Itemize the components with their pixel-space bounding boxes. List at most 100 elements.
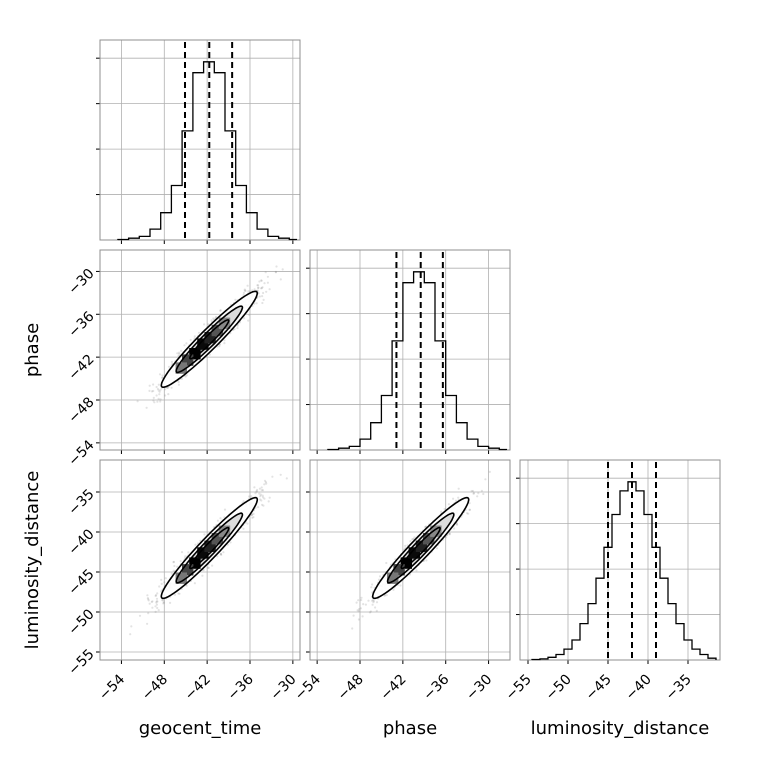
sample-point — [185, 342, 188, 345]
sample-point — [158, 585, 161, 588]
y-axis-label-phase: phase — [22, 323, 43, 377]
contour-line — [175, 305, 244, 374]
sample-point — [476, 495, 479, 498]
sample-point — [156, 387, 159, 391]
sample-point — [145, 406, 148, 409]
x-tick-label: −54 — [96, 671, 128, 703]
sample-point — [259, 495, 262, 498]
hist-panel-phase — [306, 249, 511, 454]
density-cell — [189, 348, 201, 360]
sample-point — [172, 560, 175, 564]
sample-point — [415, 569, 418, 572]
contour-line — [189, 526, 230, 570]
sample-point — [261, 286, 264, 289]
sample-point — [162, 600, 165, 603]
sample-point — [194, 543, 197, 546]
sample-point — [260, 279, 263, 282]
sample-point — [158, 390, 161, 393]
sample-point — [218, 345, 221, 348]
x-tick-label: −35 — [663, 672, 695, 704]
sample-point — [409, 540, 412, 543]
density-cell — [218, 317, 231, 329]
sample-point — [219, 552, 222, 556]
sample-point — [233, 328, 236, 331]
density-cell — [211, 324, 223, 337]
sample-point — [456, 523, 459, 526]
sample-point — [243, 288, 246, 291]
sample-point — [372, 600, 375, 603]
sample-point — [157, 383, 160, 386]
density-cell — [204, 540, 216, 552]
panel-frame — [99, 249, 301, 451]
sample-point — [371, 599, 374, 602]
sample-point — [448, 532, 451, 535]
sample-point — [256, 289, 259, 292]
density-cell — [182, 564, 194, 576]
sample-point — [152, 396, 155, 399]
sample-point — [157, 389, 160, 392]
sample-point — [159, 388, 162, 392]
sample-point — [258, 492, 261, 495]
sample-point — [170, 386, 173, 389]
sample-point — [260, 499, 263, 502]
sample-point — [425, 559, 428, 562]
sample-point — [468, 508, 471, 511]
sample-point — [152, 399, 155, 402]
sample-point — [247, 290, 250, 293]
contour-line — [400, 526, 441, 570]
sample-point — [178, 592, 181, 595]
x-tick-label: −48 — [139, 672, 171, 704]
sample-point — [201, 574, 204, 577]
sample-point — [220, 553, 223, 557]
x-tick-label: −45 — [583, 672, 615, 704]
sample-point — [443, 507, 446, 511]
sample-point — [148, 389, 151, 392]
sample-point — [208, 353, 211, 356]
sample-point — [274, 271, 277, 274]
sample-point — [151, 606, 154, 609]
sample-point — [155, 597, 159, 600]
sample-point — [187, 551, 190, 554]
sample-point — [169, 601, 172, 605]
sample-point — [197, 331, 201, 334]
sample-point — [156, 400, 159, 403]
sample-point — [266, 281, 269, 284]
sample-point — [265, 482, 268, 485]
sample-point — [154, 605, 157, 608]
sample-point — [184, 375, 187, 378]
sample-point — [263, 483, 266, 486]
density-cells — [175, 317, 231, 374]
sample-point — [274, 270, 277, 273]
sample-point — [176, 565, 179, 568]
sample-point — [275, 265, 278, 268]
panel-frame — [99, 39, 301, 241]
sample-point — [162, 602, 165, 605]
density-cell — [393, 564, 405, 576]
sample-point — [202, 569, 205, 572]
sample-point — [252, 512, 255, 516]
sample-point — [193, 335, 196, 338]
sample-point — [257, 284, 260, 287]
sample-point — [244, 289, 247, 292]
sample-point — [261, 494, 264, 497]
sample-point — [246, 284, 249, 287]
sample-point — [374, 606, 377, 609]
sample-point — [262, 496, 265, 499]
contour-line — [386, 512, 455, 584]
sample-point — [147, 612, 150, 615]
sample-point — [179, 560, 182, 563]
sample-point — [357, 618, 360, 621]
sample-point — [254, 492, 257, 495]
sample-point — [435, 547, 439, 550]
sample-point — [178, 351, 181, 354]
sample-point — [223, 339, 226, 342]
sample-point — [148, 384, 151, 387]
sample-point — [207, 323, 210, 326]
density-panel-phase-luminosity_distance — [306, 459, 511, 664]
sample-point — [219, 552, 222, 556]
sample-point — [268, 288, 271, 291]
sample-point — [185, 374, 188, 377]
panel-frame — [519, 459, 721, 661]
sample-point — [457, 487, 460, 490]
